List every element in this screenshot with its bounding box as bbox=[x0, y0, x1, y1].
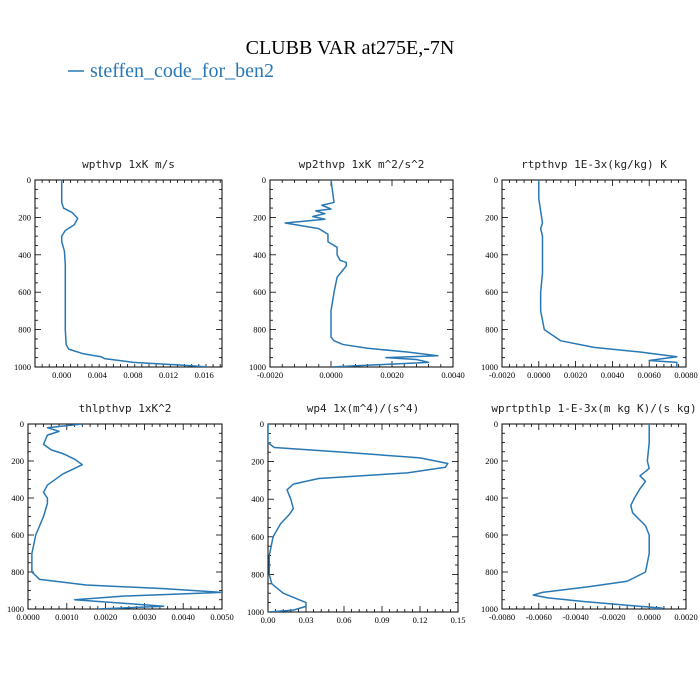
x-tick-label: 0.0030 bbox=[133, 612, 156, 622]
x-tick-label: 0.06 bbox=[337, 615, 352, 625]
y-tick-label: 0 bbox=[494, 175, 498, 185]
y-tick-label: 600 bbox=[18, 287, 31, 297]
y-tick-label: 400 bbox=[485, 250, 498, 260]
legend-label: steffen_code_for_ben2 bbox=[90, 60, 274, 82]
panel-4: thlpthvp 1xK^2 0.0000 0.0010 0.0020 0.0030 0.… bbox=[7, 402, 234, 622]
x-tick-label: 0.0000 bbox=[16, 612, 39, 622]
y-tick-label: 800 bbox=[11, 567, 24, 577]
y-tick-label: 600 bbox=[485, 287, 498, 297]
y-tick-label: 1000 bbox=[247, 607, 264, 617]
panels: wpthvp 1xK m/s0.000 0.004 0.008 0.012 0.0160… bbox=[7, 158, 698, 625]
legend: steffen_code_for_ben2 bbox=[68, 60, 274, 82]
series-line bbox=[60, 180, 209, 367]
y-tick-label: 200 bbox=[251, 457, 264, 467]
y-tick-label: 400 bbox=[251, 494, 264, 504]
x-tick-label: 0.0020 bbox=[94, 612, 117, 622]
series-line bbox=[31, 424, 222, 609]
y-tick-label: 1000 bbox=[249, 362, 266, 372]
y-tick-label: 800 bbox=[18, 325, 31, 335]
plot-frame bbox=[267, 423, 459, 613]
series-line bbox=[532, 424, 663, 609]
y-tick-label: 600 bbox=[485, 530, 498, 540]
x-tick-label: 0.12 bbox=[413, 615, 428, 625]
x-tick-label: -0.0020 bbox=[599, 612, 625, 622]
panel-1: wpthvp 1xK m/s 0.000 0.004 0.008 0.012 0.016 0… bbox=[14, 158, 223, 380]
x-tick-label: 0.15 bbox=[451, 615, 466, 625]
series-line bbox=[268, 424, 449, 612]
panel-title: wp2thvp 1xK m^2/s^2 bbox=[299, 158, 425, 171]
plot-frame bbox=[501, 179, 687, 368]
x-tick-label: 0.004 bbox=[88, 370, 108, 380]
y-tick-label: 0 bbox=[262, 175, 266, 185]
y-tick-label: 600 bbox=[253, 287, 266, 297]
y-tick-label: 0 bbox=[494, 419, 498, 429]
panel-title: wp4 1x(m^4)/(s^4) bbox=[307, 402, 420, 415]
x-tick-label: 0.0040 bbox=[441, 370, 464, 380]
panel-title: rtpthvp 1E-3x(kg/kg) K bbox=[521, 158, 667, 171]
x-tick-label: 0.0060 bbox=[638, 370, 661, 380]
y-tick-label: 1000 bbox=[481, 604, 498, 614]
y-tick-label: 0 bbox=[27, 175, 31, 185]
x-tick-label: 0.0000 bbox=[319, 370, 342, 380]
x-tick-label: 0.0000 bbox=[527, 370, 550, 380]
y-tick-label: 1000 bbox=[14, 362, 31, 372]
panel-3: rtpthvp 1E-3x(kg/kg) K -0.0020 0.0000 0.002… bbox=[481, 158, 698, 380]
x-tick-label: 0.0000 bbox=[638, 612, 661, 622]
x-tick-label: -0.0040 bbox=[562, 612, 588, 622]
y-tick-label: 400 bbox=[18, 250, 31, 260]
series-line bbox=[284, 180, 439, 367]
plot-frame bbox=[269, 179, 454, 368]
y-tick-label: 800 bbox=[485, 325, 498, 335]
y-tick-label: 400 bbox=[11, 493, 24, 503]
panel-title: thlpthvp 1xK^2 bbox=[79, 402, 172, 415]
panel-2: wp2thvp 1xK m^2/s^2 -0.0020 0.0000 0.0020 0.… bbox=[249, 158, 465, 380]
y-tick-label: 200 bbox=[253, 212, 266, 222]
y-tick-label: 800 bbox=[253, 325, 266, 335]
y-tick-label: 400 bbox=[253, 250, 266, 260]
y-tick-label: 600 bbox=[251, 532, 264, 542]
y-tick-label: 200 bbox=[18, 212, 31, 222]
x-tick-label: 0.03 bbox=[299, 615, 314, 625]
y-tick-label: 1000 bbox=[481, 362, 498, 372]
series-line bbox=[538, 180, 678, 367]
x-tick-label: 0.0020 bbox=[674, 612, 697, 622]
x-tick-label: 0.000 bbox=[52, 370, 71, 380]
x-tick-label: 0.016 bbox=[195, 370, 214, 380]
y-tick-label: 200 bbox=[485, 456, 498, 466]
y-tick-label: 0 bbox=[260, 419, 264, 429]
x-tick-label: -0.0020 bbox=[257, 370, 283, 380]
y-tick-label: 200 bbox=[11, 456, 24, 466]
x-tick-label: 0.0080 bbox=[674, 370, 697, 380]
figure-title: CLUBB VAR at275E,-7N bbox=[246, 37, 455, 59]
panel-title: wprtpthlp 1-E-3x(m kg K)/(s kg) bbox=[491, 402, 696, 415]
x-tick-label: 0.0020 bbox=[380, 370, 403, 380]
plot-frame bbox=[501, 423, 687, 610]
y-tick-label: 800 bbox=[485, 567, 498, 577]
panel-5: wp4 1x(m^4)/(s^4) 0.00 0.03 0.06 0.09 0.12 0.1… bbox=[247, 402, 465, 625]
x-tick-label: -0.0020 bbox=[489, 370, 515, 380]
panel-6: wprtpthlp 1-E-3x(m kg K)/(s kg) -0.0080 -0… bbox=[481, 402, 698, 622]
x-tick-label: 0.0020 bbox=[564, 370, 587, 380]
panel-title: wpthvp 1xK m/s bbox=[82, 158, 175, 171]
y-tick-label: 600 bbox=[11, 530, 24, 540]
x-tick-label: 0.008 bbox=[123, 370, 142, 380]
x-tick-label: -0.0060 bbox=[526, 612, 552, 622]
x-tick-label: 0.0010 bbox=[55, 612, 78, 622]
y-tick-label: 800 bbox=[251, 569, 264, 579]
x-tick-label: 0.0050 bbox=[210, 612, 233, 622]
x-tick-label: 0.09 bbox=[375, 615, 390, 625]
x-tick-label: 0.0040 bbox=[601, 370, 624, 380]
y-tick-label: 0 bbox=[20, 419, 24, 429]
x-tick-label: -0.0080 bbox=[489, 612, 515, 622]
x-tick-label: 0.0040 bbox=[172, 612, 195, 622]
y-tick-label: 1000 bbox=[7, 604, 24, 614]
x-tick-label: 0.012 bbox=[159, 370, 178, 380]
y-tick-label: 200 bbox=[485, 212, 498, 222]
y-tick-label: 400 bbox=[485, 493, 498, 503]
x-tick-label: 0.00 bbox=[261, 615, 276, 625]
